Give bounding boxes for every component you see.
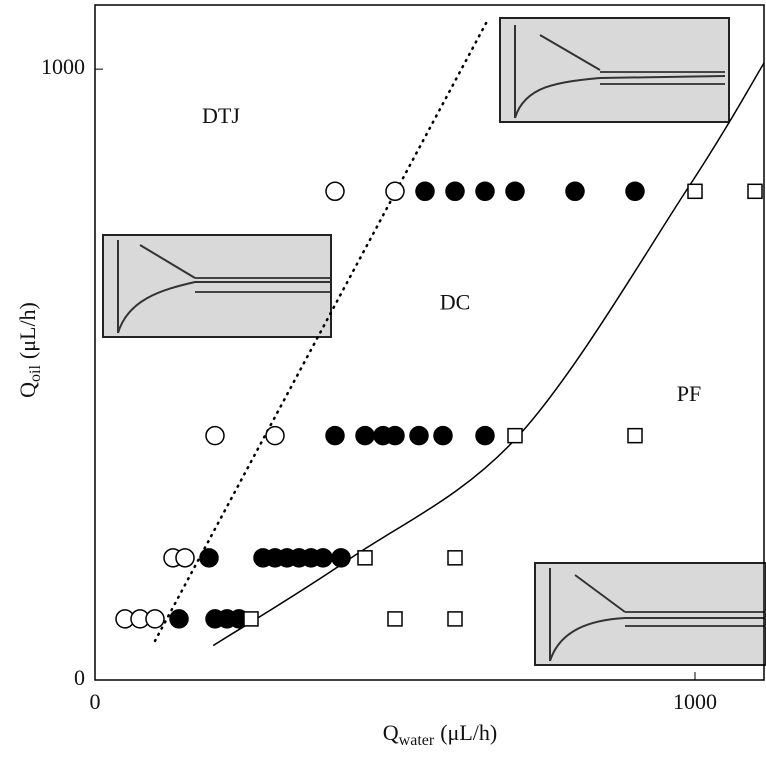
inset-top <box>499 17 730 123</box>
y-axis-label: Qoil (μL/h) <box>15 302 44 398</box>
y-tick-label: 0 <box>74 665 85 690</box>
plot-frame <box>94 4 765 681</box>
square-marker <box>243 611 259 627</box>
open-circle-marker <box>205 425 225 446</box>
axis-label-unit: (μL/h) <box>440 720 497 745</box>
filled-circle-marker <box>325 425 345 446</box>
filled-circle-marker <box>475 425 495 446</box>
open-circle-marker <box>145 609 165 629</box>
open-circle-marker <box>385 181 405 202</box>
filled-circle-marker <box>409 425 429 446</box>
filled-circle-marker <box>415 181 435 202</box>
region-label: DC <box>440 289 471 314</box>
filled-circle-marker <box>169 609 189 629</box>
square-marker <box>447 611 463 627</box>
filled-circle-marker <box>475 181 495 202</box>
square-marker <box>357 550 373 566</box>
square-marker <box>507 427 523 444</box>
open-circle-marker <box>265 425 285 446</box>
axis-label-sub: water <box>399 732 435 749</box>
region-label: DTJ <box>202 103 240 128</box>
filled-circle-marker <box>385 425 405 446</box>
square-marker <box>447 550 463 566</box>
filled-circle-marker <box>433 425 453 446</box>
open-circle-marker <box>325 181 345 202</box>
filled-circle-marker <box>313 548 333 568</box>
filled-circle-marker <box>565 181 585 202</box>
filled-circle-marker <box>505 181 525 202</box>
square-marker <box>387 611 403 627</box>
open-circle-marker <box>175 548 195 568</box>
square-marker <box>627 427 643 444</box>
axis-label-unit: (μL/h) <box>15 302 40 359</box>
filled-circle-marker <box>199 548 219 568</box>
axis-label-sub: oil <box>27 365 44 382</box>
filled-circle-marker <box>625 181 645 202</box>
region-label: PF <box>677 381 701 406</box>
filled-circle-marker <box>331 548 351 568</box>
filled-circle-marker <box>355 425 375 446</box>
inset-left <box>102 234 332 338</box>
y-tick-label: 1000 <box>41 54 85 79</box>
x-axis-label: Qwater (μL/h) <box>383 720 497 749</box>
inset-bottom <box>534 562 766 666</box>
boundary-line <box>213 62 765 646</box>
square-marker <box>747 183 763 200</box>
axis-label-main: Q <box>15 382 40 398</box>
filled-circle-marker <box>445 181 465 202</box>
x-tick-label: 1000 <box>673 689 717 714</box>
square-marker <box>687 183 703 200</box>
axis-label-main: Q <box>383 720 399 745</box>
boundary-line <box>153 17 490 643</box>
x-tick-label: 0 <box>90 689 101 714</box>
